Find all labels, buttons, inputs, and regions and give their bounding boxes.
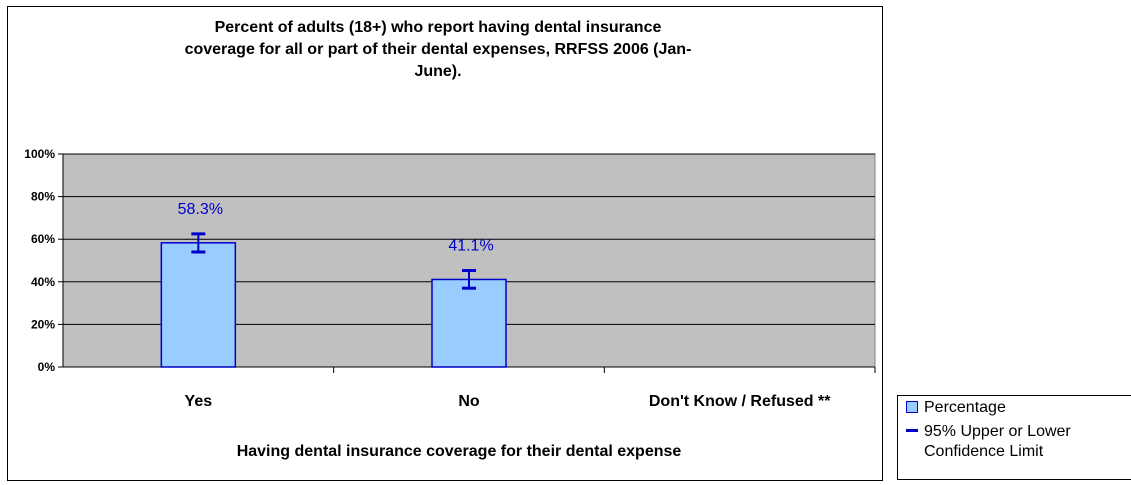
- legend-swatch-percentage: [906, 401, 918, 413]
- y-tick-label-20: 20%: [31, 317, 55, 331]
- legend: Percentage 95% Upper or Lower Confidence…: [897, 395, 1131, 480]
- plot-svg: 0% 20% 40% 60% 80% 100% Yes 58.3% No 41.1% Don't K…: [24, 147, 876, 460]
- legend-item-percentage: Percentage: [906, 398, 1006, 418]
- data-label-0: 58.3%: [178, 201, 223, 218]
- legend-item-confidence-limit-cont: Confidence Limit: [924, 442, 1043, 462]
- legend-swatch-confidence-limit: [906, 429, 918, 432]
- chart-title-line-3: June).: [414, 63, 462, 80]
- x-tick-label-2: Don't Know / Refused **: [649, 393, 831, 410]
- y-tick-label-100: 100%: [24, 147, 55, 161]
- y-tick-label-0: 0%: [38, 360, 56, 374]
- x-axis-title: Having dental insurance coverage for the…: [237, 443, 682, 460]
- legend-label-percentage: Percentage: [924, 399, 1006, 416]
- legend-item-confidence-limit: 95% Upper or Lower: [906, 422, 1071, 442]
- bar-0: [160, 242, 237, 368]
- chart-title-line-1: Percent of adults (18+) who report havin…: [214, 19, 662, 36]
- chart-title-line-2: coverage for all or part of their dental…: [184, 41, 692, 58]
- y-tick-label-80: 80%: [31, 190, 55, 204]
- y-tick-label-60: 60%: [31, 232, 55, 246]
- y-tick-label-40: 40%: [31, 275, 55, 289]
- legend-label-confidence-line-1: 95% Upper or Lower: [924, 423, 1071, 440]
- chart-title: Percent of adults (18+) who report havin…: [108, 17, 768, 83]
- bar-1: [431, 278, 507, 368]
- chart-frame: Percent of adults (18+) who report havin…: [7, 6, 883, 481]
- data-label-1: 41.1%: [448, 238, 493, 255]
- x-tick-label-1: No: [458, 393, 480, 410]
- legend-label-confidence-line-2: Confidence Limit: [924, 443, 1044, 460]
- x-tick-label-0: Yes: [185, 393, 213, 410]
